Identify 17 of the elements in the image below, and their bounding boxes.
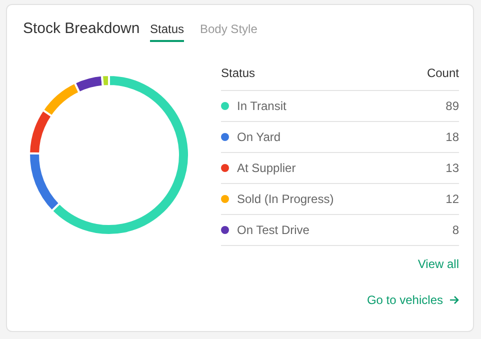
legend-label: Sold (In Progress) [237,192,335,206]
chart-title: Stock Breakdown [23,20,140,37]
data-label: 13 [446,161,459,175]
text: Body Style [200,22,258,36]
legend-title: Status [221,66,256,82]
legend-label: At Supplier [237,161,297,175]
text: Count [426,66,459,82]
data-label: 12 [446,192,459,206]
text: Go to vehicles [366,293,443,307]
text: Status [150,22,184,42]
legend-label: On Test Drive [237,223,310,237]
text: View all [418,257,459,271]
legend-label: In Transit [237,99,288,113]
data-label: 8 [452,223,459,237]
legend-label: On Yard [237,130,282,144]
data-label: 89 [446,99,459,113]
data-label: 18 [446,130,459,144]
